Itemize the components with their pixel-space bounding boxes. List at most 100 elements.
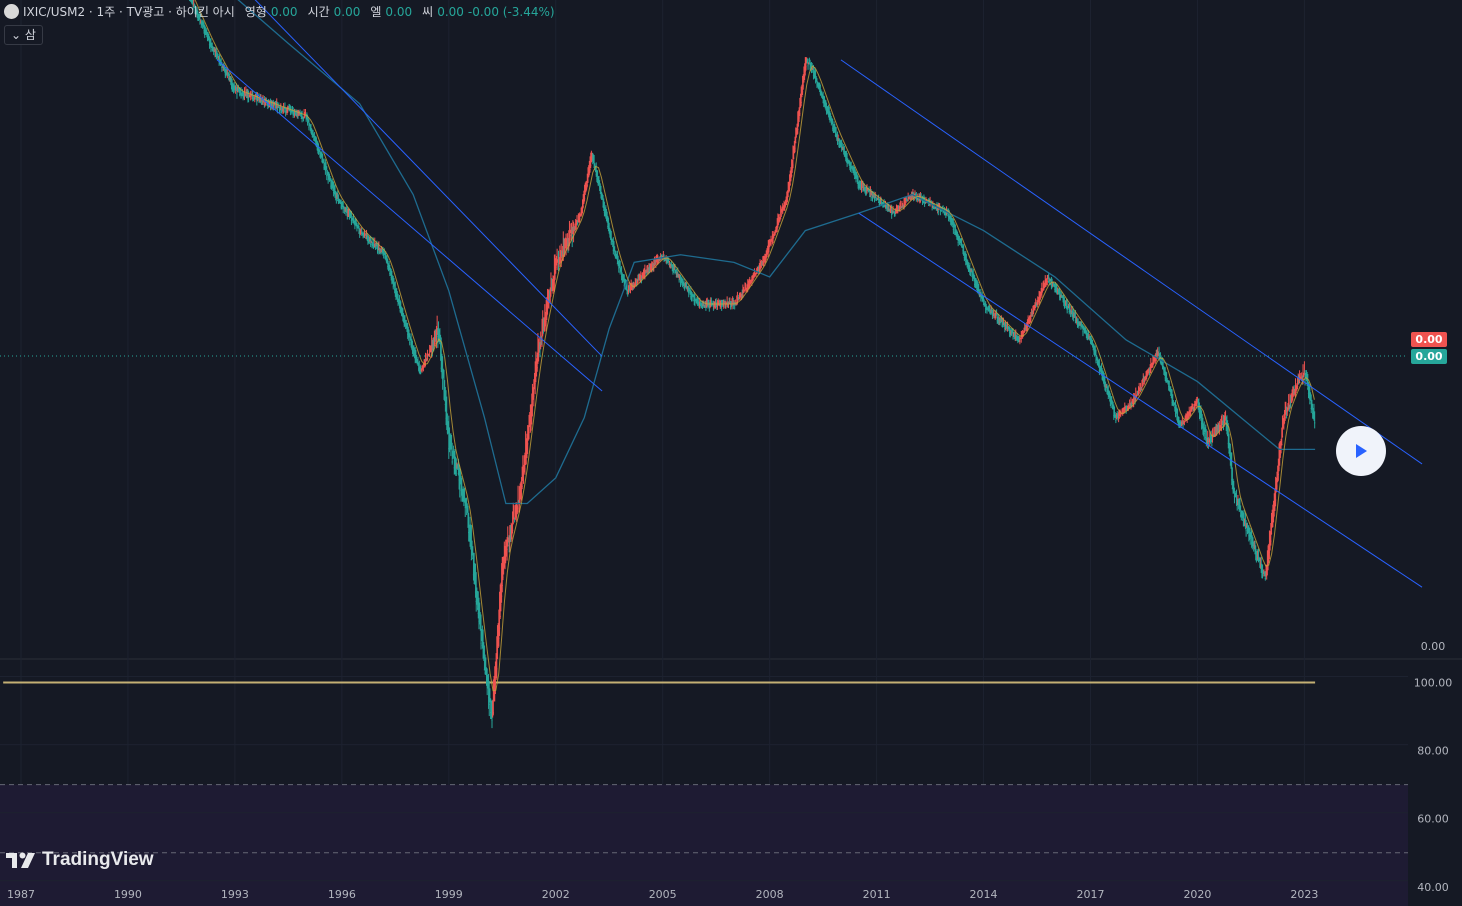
candle-body — [796, 133, 798, 135]
candle-body — [847, 160, 849, 162]
candle-body — [564, 246, 566, 248]
candle-body — [346, 215, 348, 217]
candle-body — [618, 267, 620, 269]
candle-body — [546, 308, 549, 310]
candle-body — [596, 181, 599, 183]
candle-body — [973, 277, 975, 279]
candle-body — [355, 225, 357, 227]
collapse-legend-button[interactable]: ⌄ 삼 — [4, 25, 43, 45]
candle-body — [932, 208, 935, 210]
candle-body — [814, 75, 816, 77]
candle-body — [1137, 393, 1139, 395]
candle-body — [607, 225, 609, 227]
candle-body — [1209, 438, 1212, 440]
candle-body — [352, 219, 354, 221]
candle-body — [530, 419, 532, 421]
candle-body — [1040, 294, 1042, 296]
candle-body — [414, 358, 416, 360]
candle-body — [358, 232, 360, 234]
candle-body — [651, 267, 654, 269]
candle-body — [900, 207, 902, 209]
candle-body — [645, 271, 647, 273]
candle-body — [1036, 303, 1038, 305]
candle-body — [465, 503, 467, 505]
candle-body — [1120, 413, 1122, 415]
candle-body — [527, 443, 529, 445]
candle-body — [1310, 407, 1312, 409]
candle-body — [684, 287, 686, 289]
candle-body — [1251, 541, 1253, 543]
candle-body — [689, 291, 691, 293]
candle-body — [964, 257, 966, 259]
candle-body — [971, 276, 974, 278]
candle-body — [1011, 333, 1013, 335]
candle-body — [965, 259, 968, 261]
candle-body — [1272, 516, 1275, 518]
candle-body — [1274, 504, 1276, 506]
candle-body — [981, 298, 983, 300]
candle-body — [242, 95, 244, 97]
candle-body — [544, 325, 546, 327]
candle-body — [557, 261, 559, 263]
candle-body — [1054, 287, 1057, 289]
candle-body — [815, 80, 817, 82]
candle-body — [889, 210, 891, 212]
candle-body — [825, 105, 827, 107]
candle-body — [1009, 331, 1011, 333]
candle-body — [1152, 362, 1155, 364]
candle-body — [1204, 431, 1206, 433]
candle-body — [1059, 296, 1061, 298]
candle-body — [1295, 388, 1297, 390]
candle-body — [638, 279, 640, 281]
candle-body — [958, 240, 960, 242]
candle-body — [967, 264, 969, 266]
candle-body — [1248, 533, 1251, 535]
candle-body — [993, 317, 996, 319]
candle-body — [1200, 423, 1203, 425]
candle-body — [543, 327, 545, 329]
candle-body — [986, 309, 988, 311]
candle-body — [565, 244, 567, 246]
candle-body — [374, 245, 376, 247]
replay-play-button[interactable] — [1336, 426, 1386, 476]
candle-body — [1060, 296, 1062, 298]
candle-body — [1013, 333, 1015, 335]
candle-body — [1252, 545, 1254, 547]
candle-body — [230, 84, 233, 86]
candle-body — [1223, 422, 1225, 424]
candle-body — [652, 267, 654, 269]
candle-body — [969, 271, 971, 273]
candle-body — [696, 300, 698, 302]
candle-body — [1214, 431, 1216, 433]
candle-body — [272, 105, 274, 107]
candle-body — [693, 299, 695, 301]
candle-body — [395, 295, 397, 297]
candle-body — [887, 207, 889, 209]
candle-body — [659, 259, 661, 261]
candle-body — [1255, 552, 1257, 554]
candle-body — [640, 277, 642, 279]
candle-body — [628, 289, 630, 291]
candle-body — [409, 342, 411, 344]
candle-body — [745, 288, 747, 290]
candle-body — [1298, 382, 1300, 384]
candle-body — [257, 97, 259, 99]
candle-body — [492, 712, 494, 714]
candle-body — [1030, 318, 1032, 320]
candle-body — [937, 208, 939, 210]
candle-body — [959, 241, 961, 243]
candle-body — [697, 304, 699, 306]
candle-body — [1300, 377, 1302, 379]
candle-body — [473, 582, 475, 584]
candle-body — [1168, 385, 1170, 387]
candle-body — [546, 314, 548, 316]
candle-body — [991, 312, 993, 314]
candle-body — [972, 277, 974, 279]
candle-body — [858, 185, 860, 187]
candle-body — [1017, 341, 1020, 343]
candle-body — [368, 241, 370, 243]
symbol-title[interactable]: IXIC/USM2 · 1주 · TV광고 · 하이킨 아시 — [23, 5, 235, 19]
candle-body — [525, 452, 527, 454]
candle-body — [902, 206, 904, 208]
